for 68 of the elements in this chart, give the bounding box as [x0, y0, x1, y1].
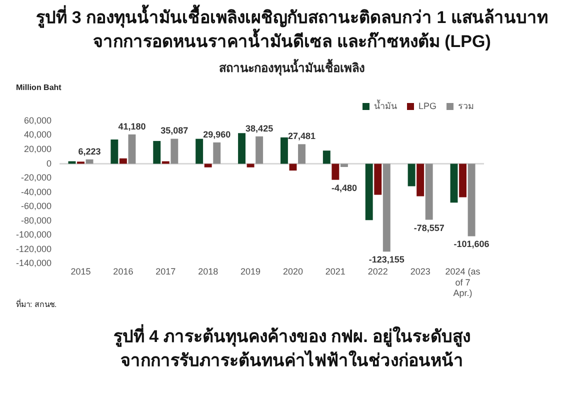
bar — [204, 164, 212, 168]
x-tick-label: 2024 (as of 7 Apr.) — [445, 266, 481, 298]
y-tick-label: -100,000 — [16, 230, 52, 240]
bar — [332, 164, 340, 180]
bar — [119, 158, 127, 164]
chart-subtitle: สถานะกองทุนน้ำมันเชื้อเพลิง — [218, 58, 366, 77]
y-tick-label: -140,000 — [16, 258, 52, 268]
bar — [196, 138, 204, 164]
data-label: 29,960 — [203, 129, 231, 140]
bar — [153, 140, 161, 164]
bar — [170, 138, 178, 164]
data-label: 27,481 — [288, 131, 316, 142]
y-tick-label: 20,000 — [24, 144, 52, 154]
y-tick-label: 0 — [46, 158, 52, 168]
bar — [416, 164, 424, 196]
bar — [459, 164, 467, 198]
x-tick-label: 2022 — [368, 266, 388, 276]
y-tick-label: -120,000 — [16, 244, 52, 254]
y-tick-label: -40,000 — [21, 186, 52, 197]
bar — [246, 164, 254, 168]
x-tick-label: 2020 — [282, 266, 304, 276]
bar — [382, 164, 390, 252]
data-label: 38,425 — [246, 123, 274, 134]
x-tick-label: 2017 — [156, 266, 176, 276]
bar — [280, 137, 288, 164]
legend-label: น้ำมัน — [374, 98, 397, 111]
y-axis-title: Million Baht — [16, 83, 62, 92]
x-tick-label: 2016 — [113, 266, 134, 276]
bar — [425, 164, 433, 220]
bar — [162, 161, 170, 164]
data-label: -101,606 — [454, 239, 490, 250]
bar — [340, 164, 348, 167]
y-tick-label: -80,000 — [21, 215, 52, 226]
bar — [128, 134, 136, 164]
bar — [365, 164, 373, 220]
x-tick-label: 2019 — [240, 266, 261, 276]
bar — [289, 164, 297, 171]
bar — [68, 161, 76, 164]
chart-title: รูปที่ 3 กองทุนน้ำมันเชื้อเพลิงเผชิญกับสถานะติดลบกว่า 1 แสนล้านบาท จากการอดหนนราคาน้ำมันดีเซล และก๊าซหงต้ม (LPG) — [35, 6, 549, 53]
bar — [298, 144, 306, 164]
data-label: 41,180 — [118, 121, 146, 132]
bar — [213, 142, 221, 164]
x-tick-label: 2021 — [325, 266, 346, 276]
y-tick-label: 60,000 — [24, 115, 52, 126]
legend-label: รวม — [458, 100, 474, 111]
bar — [256, 136, 264, 164]
y-tick-label: 40,000 — [24, 130, 52, 140]
data-label: -4,480 — [331, 182, 357, 193]
bar — [468, 164, 476, 236]
bar — [374, 164, 382, 195]
data-label: 35,087 — [160, 126, 188, 136]
y-tick-label: -60,000 — [21, 201, 52, 212]
bar — [408, 164, 416, 186]
bar — [322, 150, 330, 164]
legend-label: LPG — [418, 100, 437, 111]
text: ที่มา: สกนช. — [16, 298, 58, 311]
data-label: -78,557 — [414, 222, 444, 233]
y-tick-label: -20,000 — [21, 172, 52, 183]
text: รูปที่ 4 ภาระต้นทุนคงค้างของ กฟผ. อยู่ในระดับสูง จากการรับภาระต้นทนค่าไฟฟ้าในช่วงก่อนหน้า — [112, 325, 472, 372]
bar — [110, 140, 118, 164]
data-label: -123,155 — [368, 254, 404, 265]
bar — [238, 133, 246, 164]
bar — [86, 159, 94, 164]
x-tick-label: 2015 — [70, 266, 91, 276]
bar — [450, 164, 458, 203]
data-label: 6,223 — [78, 146, 101, 156]
x-tick-label: 2018 — [198, 266, 218, 276]
x-tick-label: 2023 — [410, 266, 430, 276]
